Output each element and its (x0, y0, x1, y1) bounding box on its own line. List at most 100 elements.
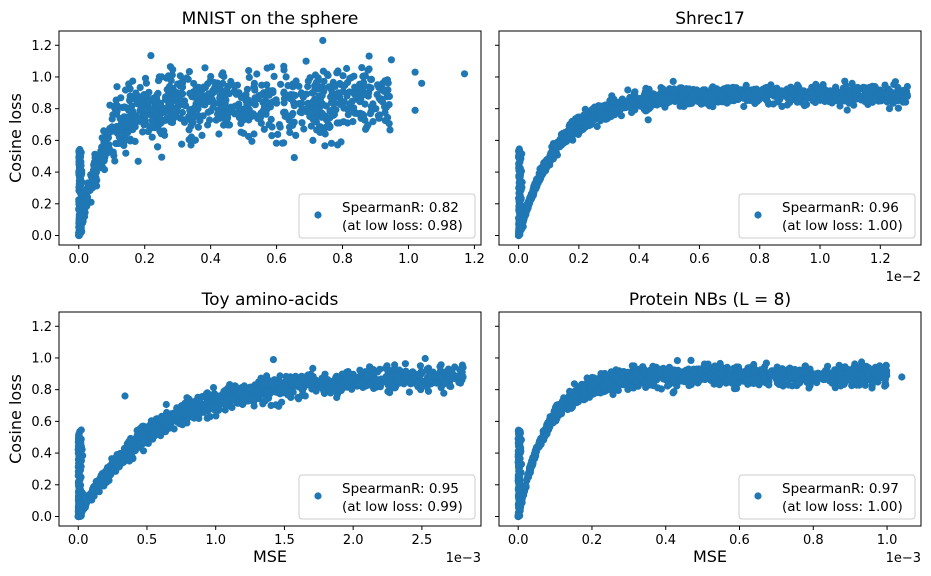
data-point (234, 399, 242, 407)
legend-marker (314, 211, 322, 219)
data-point (607, 112, 615, 121)
data-point (819, 93, 827, 101)
data-point (593, 122, 601, 131)
data-point (351, 91, 359, 99)
data-point (459, 373, 467, 381)
data-point (716, 363, 724, 371)
x-tick-label: 1.2 (464, 252, 485, 267)
data-point (225, 90, 233, 98)
data-point (201, 101, 209, 109)
data-point (220, 387, 228, 395)
data-point (670, 85, 678, 93)
data-point (669, 77, 677, 85)
data-point (746, 93, 755, 101)
data-point (307, 122, 315, 130)
data-point (136, 83, 144, 92)
data-point (419, 368, 427, 376)
data-point (75, 468, 83, 477)
data-point (157, 432, 165, 440)
data-point (742, 81, 750, 89)
x-tick-label: 0.8 (749, 252, 770, 267)
data-point (415, 380, 423, 388)
chart-title: Toy amino-acids (201, 290, 339, 310)
data-point (290, 154, 298, 162)
data-point (207, 72, 215, 81)
data-point (405, 388, 413, 396)
data-point (186, 112, 194, 120)
data-point (374, 81, 382, 89)
data-point (245, 116, 253, 124)
data-point (699, 86, 708, 94)
data-point (262, 109, 270, 117)
data-point (644, 116, 652, 124)
data-point (286, 381, 294, 390)
data-point (830, 91, 838, 100)
data-point (186, 89, 194, 97)
data-point (76, 440, 84, 448)
scatter-points (74, 354, 467, 521)
data-point (780, 92, 788, 100)
data-point (185, 407, 193, 415)
y-tick-label: 0.6 (31, 415, 52, 430)
data-point (515, 221, 523, 229)
data-point (343, 383, 351, 391)
data-point (158, 153, 166, 161)
data-point (333, 393, 341, 402)
y-tick-label: 0.8 (31, 102, 52, 117)
x-tick-label: 0.0 (508, 252, 529, 267)
data-point (631, 88, 639, 96)
data-point (146, 424, 154, 432)
data-point (276, 123, 284, 131)
data-point (168, 118, 177, 127)
data-point (597, 114, 605, 122)
data-point (740, 102, 748, 111)
data-point (515, 148, 524, 156)
data-point (178, 108, 186, 117)
data-point (327, 139, 336, 147)
data-point (208, 95, 216, 104)
data-point (633, 95, 642, 103)
data-point (835, 361, 843, 369)
data-point (156, 115, 164, 123)
data-point (264, 388, 272, 396)
data-point (609, 97, 618, 105)
data-point (269, 98, 277, 106)
data-point (418, 79, 426, 87)
data-point (301, 392, 309, 400)
data-point (226, 381, 234, 389)
data-point (75, 452, 83, 461)
data-point (322, 102, 330, 110)
data-point (318, 109, 326, 117)
data-point (797, 87, 805, 95)
data-point (143, 106, 151, 114)
data-point (363, 372, 371, 380)
data-point (126, 97, 134, 105)
legend-box (738, 193, 916, 239)
data-point (125, 457, 133, 465)
data-point (269, 356, 277, 364)
x-offset-label: 1e−3 (446, 551, 481, 566)
data-point (369, 100, 377, 108)
data-point (456, 379, 465, 387)
data-point (309, 115, 317, 123)
data-point (252, 386, 260, 394)
data-point (155, 73, 163, 81)
data-point (134, 157, 142, 165)
data-point (309, 364, 317, 372)
data-point (614, 105, 622, 114)
data-point (178, 140, 186, 148)
data-point (324, 71, 332, 80)
data-point (298, 119, 306, 127)
data-point (216, 94, 224, 102)
data-point (515, 164, 523, 172)
data-point (516, 172, 524, 180)
data-point (144, 127, 152, 135)
data-point (334, 89, 342, 97)
data-point (246, 384, 254, 392)
data-point (361, 100, 369, 108)
data-point (217, 396, 225, 404)
legend-line-2: (at low loss: 1.00) (782, 218, 903, 234)
